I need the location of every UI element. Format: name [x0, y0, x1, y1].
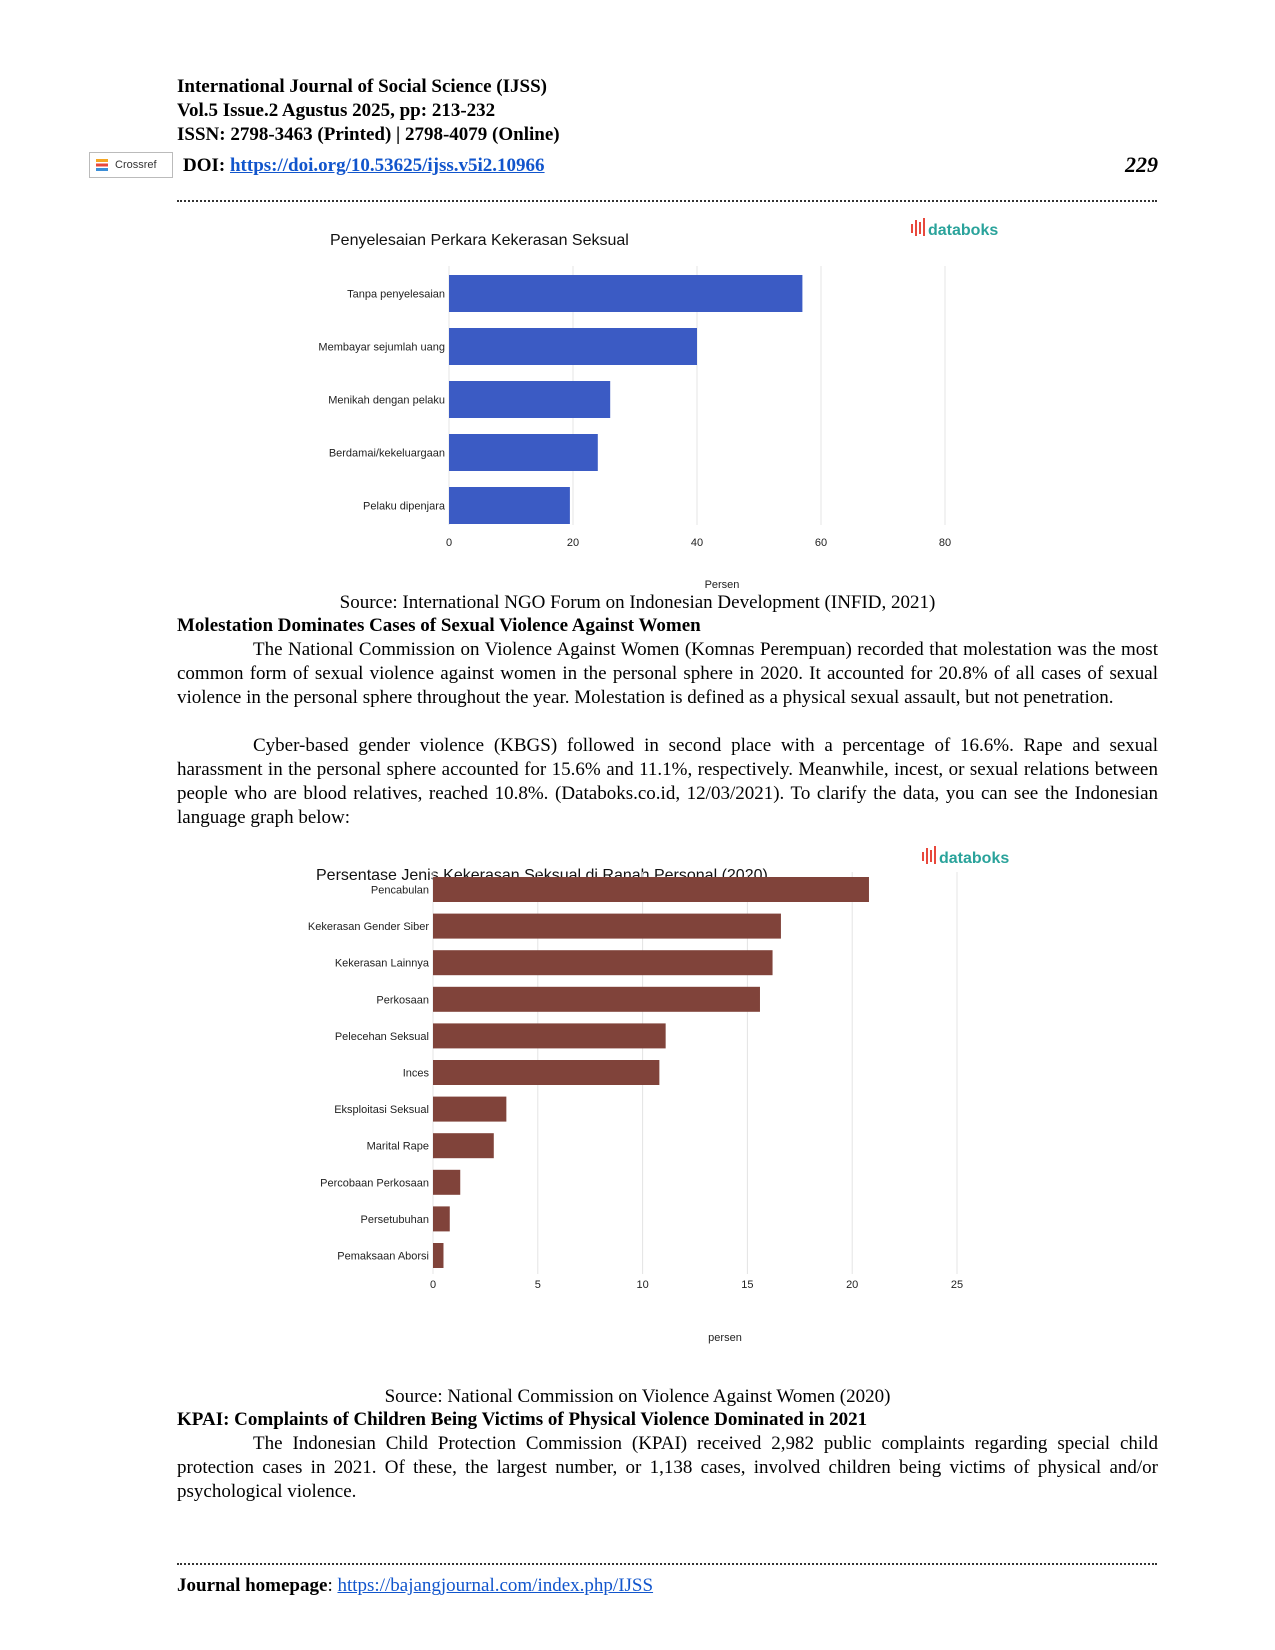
- bar: [433, 1023, 666, 1049]
- databoks-brand-label: databoks: [939, 850, 1009, 867]
- paragraph-molestation: The National Commission on Violence Agai…: [177, 638, 1158, 710]
- bar: [449, 381, 611, 418]
- x-tick-label: 15: [741, 1279, 753, 1291]
- category-label: Tanpa penyelesaian: [347, 289, 445, 301]
- chart-x-axis-label: Persen: [705, 579, 740, 591]
- databoks-logo: databoks: [911, 218, 998, 239]
- category-label: Membayar sejumlah uang: [318, 342, 445, 354]
- category-label: Berdamai/kekeluargaan: [329, 448, 445, 460]
- crossref-label: Crossref: [115, 159, 157, 171]
- chart-tick-labels: 0 20 40 60 80: [446, 537, 951, 549]
- paragraph-kpai: The Indonesian Child Protection Commissi…: [177, 1432, 1158, 1504]
- journal-title: International Journal of Social Science …: [177, 76, 547, 97]
- category-label: Marital Rape: [367, 1141, 429, 1153]
- bar: [433, 1133, 494, 1159]
- category-label: Eksploitasi Seksual: [334, 1104, 429, 1116]
- chart-x-axis-label: persen: [708, 1332, 742, 1344]
- chart-bars: [449, 275, 803, 524]
- chart-gridlines: [432, 872, 958, 1274]
- bar: [449, 434, 598, 471]
- chart-settlement-cases: databoks Penyelesaian Perkara Kekerasan …: [318, 218, 998, 591]
- chart-title: Penyelesaian Perkara Kekerasan Seksual: [330, 232, 629, 249]
- chart1-caption: Source: International NGO Forum on Indon…: [339, 592, 936, 613]
- homepage-separator: :: [327, 1575, 338, 1596]
- footer-divider: [177, 1563, 1157, 1565]
- homepage-label: Journal homepage: [177, 1575, 328, 1596]
- category-label: Kekerasan Gender Siber: [308, 921, 429, 933]
- chart-sexual-violence-types: databoks Persentase Jenis Kekerasan Seks…: [308, 846, 1009, 1344]
- databoks-brand-icon: [911, 218, 925, 236]
- databoks-logo: databoks: [922, 846, 1009, 867]
- category-label: Inces: [403, 1068, 430, 1080]
- category-label: Kekerasan Lainnya: [335, 958, 430, 970]
- bar: [433, 986, 760, 1012]
- databoks-brand-icon: [922, 846, 936, 864]
- chart-tick-labels: 0 5 10 15 20 25: [430, 1279, 963, 1291]
- bar: [449, 328, 697, 365]
- paragraph-text: The Indonesian Child Protection Commissi…: [177, 1433, 1158, 1502]
- x-tick-label: 60: [815, 537, 827, 549]
- category-label: Percobaan Perkosaan: [320, 1177, 429, 1189]
- journal-issn: ISSN: 2798-3463 (Printed) | 2798-4079 (O…: [177, 124, 560, 145]
- category-label: Pelaku dipenjara: [363, 501, 446, 513]
- x-tick-label: 40: [691, 537, 703, 549]
- chart-category-labels: Pencabulan Kekerasan Gender Siber Kekerasa…: [308, 885, 430, 1263]
- chart-category-labels: Tanpa penyelesaian Membayar sejumlah uang…: [318, 289, 445, 513]
- x-tick-label: 25: [951, 1279, 963, 1291]
- x-tick-label: 0: [446, 537, 452, 549]
- chart2-caption: Source: National Commission on Violence …: [384, 1386, 891, 1407]
- doi-link[interactable]: https://doi.org/10.53625/ijss.v5i2.10966: [229, 155, 545, 176]
- header-divider: [177, 200, 1157, 202]
- x-tick-label: 0: [430, 1279, 436, 1291]
- category-label: Pencabulan: [371, 885, 429, 897]
- paragraph-text: The National Commission on Violence Agai…: [177, 639, 1158, 708]
- category-label: Perkosaan: [376, 994, 429, 1006]
- bar: [433, 1169, 461, 1195]
- bar: [433, 913, 781, 939]
- bar: [449, 487, 570, 524]
- bar: [433, 1060, 660, 1085]
- x-tick-label: 10: [636, 1279, 648, 1291]
- journal-volume: Vol.5 Issue.2 Agustus 2025, pp: 213-232: [177, 100, 496, 121]
- category-label: Persetubuhan: [361, 1214, 430, 1226]
- bar: [433, 1206, 450, 1232]
- doi-line: DOI: https://doi.org/10.53625/ijss.v5i2.…: [183, 154, 545, 178]
- bar: [433, 950, 773, 976]
- crossref-logo-icon: [96, 159, 108, 171]
- page-number: 229: [1125, 152, 1158, 177]
- x-tick-label: 20: [567, 537, 579, 549]
- section-heading-molestation: Molestation Dominates Cases of Sexual Vi…: [177, 615, 701, 636]
- x-tick-label: 5: [535, 1279, 541, 1291]
- chart-bars: [433, 877, 869, 1268]
- paragraph-kbgs: Cyber-based gender violence (KBGS) follo…: [177, 734, 1158, 830]
- bar: [449, 275, 803, 312]
- journal-homepage: Journal homepage: https://bajangjournal.…: [177, 1574, 653, 1598]
- x-tick-label: 20: [846, 1279, 858, 1291]
- section-heading-kpai: KPAI: Complaints of Children Being Victi…: [177, 1409, 868, 1430]
- homepage-link[interactable]: https://bajangjournal.com/index.php/IJSS: [337, 1575, 654, 1596]
- x-tick-label: 80: [939, 537, 951, 549]
- category-label: Pelecehan Seksual: [335, 1031, 429, 1043]
- bar: [433, 1096, 507, 1122]
- bar: [433, 1243, 444, 1268]
- category-label: Menikah dengan pelaku: [328, 395, 445, 407]
- paragraph-text: Cyber-based gender violence (KBGS) follo…: [177, 735, 1158, 828]
- category-label: Pemaksaan Aborsi: [337, 1251, 429, 1263]
- doi-label: DOI:: [183, 155, 230, 176]
- crossref-badge[interactable]: Crossref: [89, 152, 173, 178]
- databoks-brand-label: databoks: [928, 222, 998, 239]
- bar: [433, 877, 869, 902]
